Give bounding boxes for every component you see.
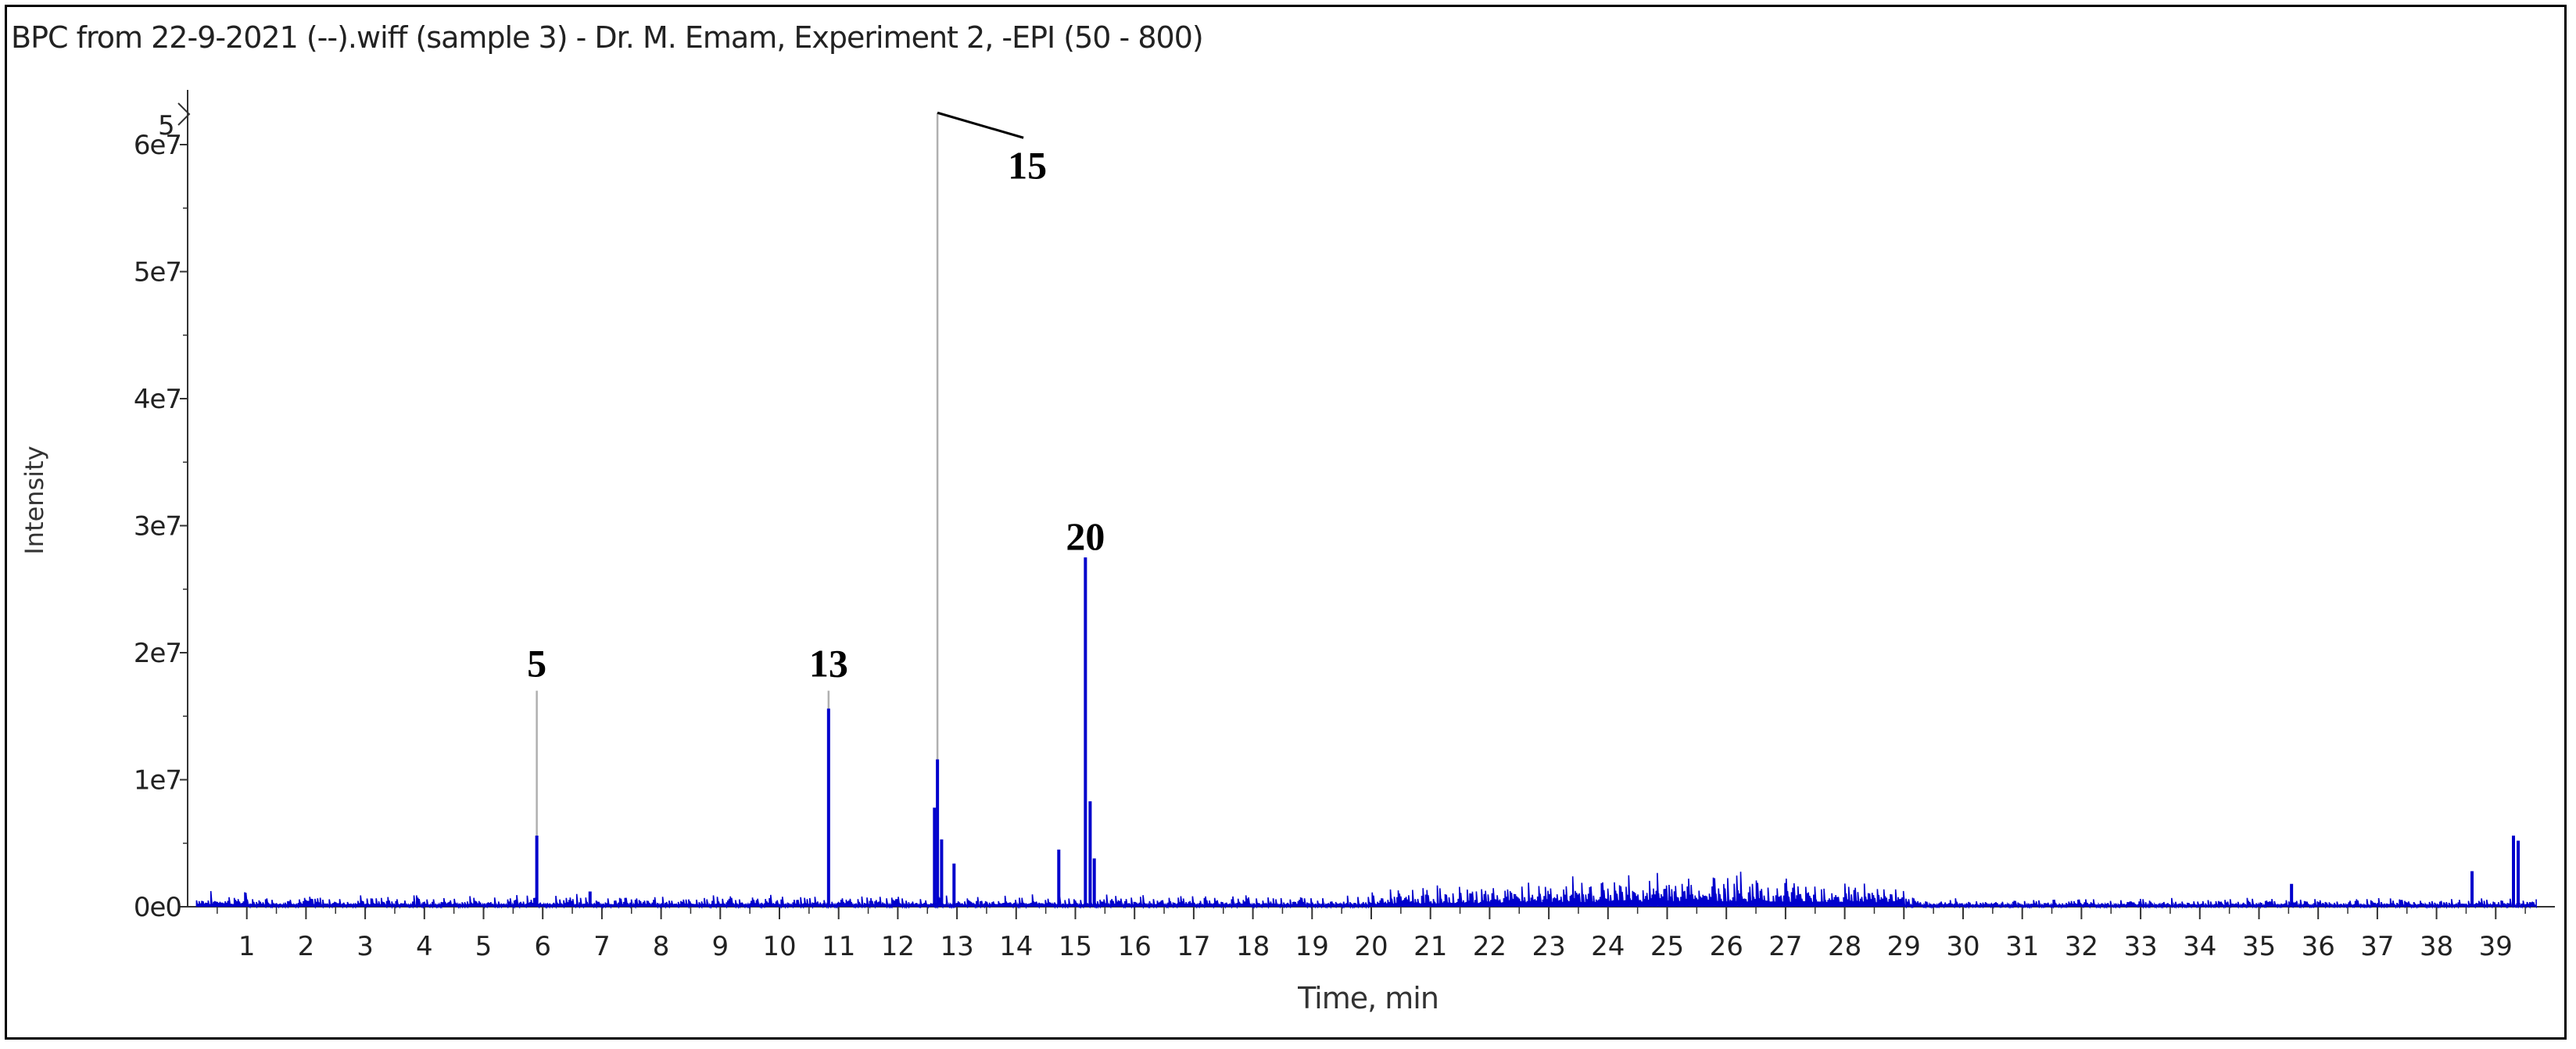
x-tick-label: 8 <box>653 931 670 962</box>
x-tick-label: 24 <box>1591 931 1625 962</box>
x-tick-label: 37 <box>2360 931 2394 962</box>
baseline-noise-trace <box>195 872 2537 910</box>
x-tick-label: 20 <box>1354 931 1388 962</box>
peak-label: 20 <box>1066 514 1105 558</box>
x-tick-label: 2 <box>298 931 315 962</box>
x-tick-label: 5 <box>475 931 493 962</box>
x-tick-label: 18 <box>1236 931 1270 962</box>
x-tick-label: 7 <box>593 931 611 962</box>
x-tick-label: 15 <box>1059 931 1092 962</box>
x-tick-label: 22 <box>1473 931 1507 962</box>
x-tick-label: 34 <box>2183 931 2216 962</box>
x-tick-label: 26 <box>1710 931 1743 962</box>
x-tick-label: 10 <box>762 931 796 962</box>
y-tick-label: 2e7 <box>134 638 181 669</box>
axis-marker-arrow <box>177 102 191 126</box>
x-tick-label: 27 <box>1768 931 1802 962</box>
x-tick-label: 36 <box>2302 931 2335 962</box>
axes <box>177 90 2555 919</box>
peak-label: 15 <box>1008 143 1047 187</box>
x-tick-label: 13 <box>940 931 973 962</box>
y-tick-label: 0e0 <box>134 892 181 923</box>
x-tick-label: 39 <box>2479 931 2513 962</box>
peak-guide-lines <box>536 111 1087 907</box>
x-tick-label: 3 <box>356 931 374 962</box>
x-tick-label: 4 <box>416 931 433 962</box>
peak-label: 5 <box>527 642 546 686</box>
tick-labels: 1 2 3 4 5 6 7 8 9 10 11 12 13 14 15 16 17 18 19 20 21 22 23 24 2… <box>134 110 2513 962</box>
peak-series <box>535 557 2520 907</box>
x-tick-label: 28 <box>1828 931 1861 962</box>
x-tick-label: 9 <box>711 931 729 962</box>
y-tick-label: 6e7 <box>134 130 181 161</box>
x-tick-label: 1 <box>238 931 256 962</box>
x-tick-label: 11 <box>822 931 855 962</box>
x-tick-label: 17 <box>1177 931 1210 962</box>
x-tick-label: 32 <box>2065 931 2098 962</box>
x-tick-label: 23 <box>1532 931 1565 962</box>
y-tick-label: 5e7 <box>134 257 181 288</box>
chart-frame <box>5 5 2567 1040</box>
x-tick-label: 38 <box>2420 931 2453 962</box>
x-tick-label: 14 <box>999 931 1033 962</box>
x-tick-label: 6 <box>534 931 551 962</box>
x-axis-label: Time, min <box>1298 981 1439 1015</box>
x-tick-label: 12 <box>881 931 915 962</box>
y-tick-label: 3e7 <box>134 511 181 542</box>
baseline-noise <box>195 872 2537 910</box>
y-tick-label: 4e7 <box>134 384 181 415</box>
x-tick-label: 33 <box>2123 931 2157 962</box>
x-tick-label: 19 <box>1295 931 1329 962</box>
x-tick-label: 35 <box>2242 931 2276 962</box>
x-tick-label: 29 <box>1887 931 1921 962</box>
peak-15-leader-line <box>937 111 1024 139</box>
x-tick-label: 21 <box>1413 931 1447 962</box>
peak-label: 13 <box>809 642 848 686</box>
y-tick-label: 1e7 <box>134 765 181 797</box>
x-tick-label: 25 <box>1650 931 1684 962</box>
x-tick-label: 16 <box>1118 931 1152 962</box>
chart-title: BPC from 22-9-2021 (--).wiff (sample 3) … <box>11 20 1204 55</box>
axis-marker-label: 5 <box>158 110 174 141</box>
peak-labels: 5 13 15 20 <box>527 143 1105 685</box>
x-tick-label: 31 <box>2005 931 2039 962</box>
x-tick-label: 30 <box>1946 931 1979 962</box>
